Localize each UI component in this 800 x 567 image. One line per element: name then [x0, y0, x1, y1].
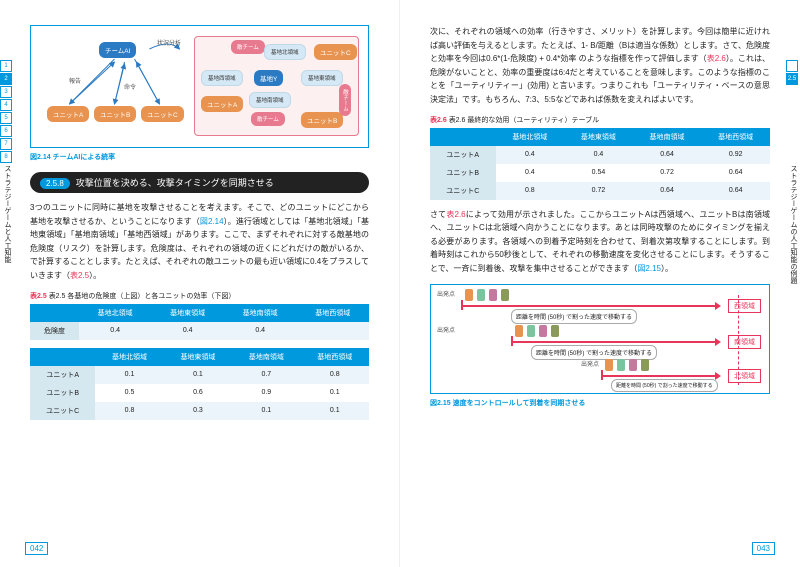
table-utility: 基地北領域基地東領域基地南領域基地西領域 ユニットA0.40.40.640.92…	[430, 128, 770, 200]
table-row: ユニットA0.10.10.70.8	[30, 366, 369, 384]
table-row: ユニットB0.40.540.720.64	[430, 164, 770, 182]
side-tabs-right: 2.5	[786, 60, 800, 86]
page-number-left: 042	[25, 542, 48, 555]
character-group-1	[463, 287, 513, 305]
side-title-right: ストラテジーゲームの人工知能の例題	[788, 165, 798, 284]
character-group-2	[513, 323, 563, 341]
fig-2-15-caption: 図2.15 速度をコントロールして到着を同期させる	[430, 398, 770, 408]
page-left: 1 2 3 4 5 6 7 8 ストラテジーゲームと人工知能 チームAI 状況分…	[0, 0, 400, 567]
node-team-ai: チームAI	[99, 42, 136, 58]
table-row: ユニットC0.80.30.10.1	[30, 402, 369, 420]
table-efficiency: 基地北領域基地東領域基地南領域基地西領域 ユニットA0.10.10.70.8 ユ…	[30, 348, 369, 420]
table-risk: 基地北領域基地東領域基地南領域基地西領域 危険度0.40.40.4	[30, 304, 369, 340]
body-para-r2: さて表2.6によって効用が示されました。ここからユニットAは西領域へ、ユニットB…	[430, 208, 770, 276]
table-row: ユニットC0.80.720.640.64	[430, 182, 770, 200]
table-2-5-caption: 表2.5 表2.5 各基地の危険度（上図）と各ユニットの効率（下図）	[30, 291, 369, 301]
figure-2-14: チームAI 状況分析 報告 命令 ユニットA ユニットB ユニットC 敵チーム …	[30, 25, 369, 148]
side-tabs-left: 1 2 3 4 5 6 7 8	[0, 60, 14, 164]
table-2-6-caption: 表2.6 表2.6 最終的な効用（ユーティリティ）テーブル	[430, 115, 770, 125]
table-row: 危険度0.40.40.4	[30, 322, 369, 340]
body-para-r1: 次に、それぞれの領域への効率（行きやすさ、メリット）を計算します。今回は簡単に近…	[430, 25, 770, 107]
page-number-right: 043	[752, 542, 775, 555]
node-unit-a: ユニットA	[47, 106, 89, 122]
table-row: ユニットB0.50.60.90.1	[30, 384, 369, 402]
page-right: 2.5 ストラテジーゲームの人工知能の例題 次に、それぞれの領域への効率（行きや…	[400, 0, 800, 567]
tab-2: 2	[0, 73, 12, 85]
fig-2-14-caption: 図2.14 チームAIによる統率	[30, 152, 369, 162]
table-row: ユニットA0.40.40.640.92	[430, 146, 770, 164]
character-group-3	[603, 357, 653, 375]
figure-2-15: 出発点 西領域 距離を時間 (50秒) で割った速度で移動する 出発点 南領域 …	[430, 284, 770, 394]
side-title-left: ストラテジーゲームと人工知能	[2, 165, 12, 263]
body-para-1: 3つのユニットに同時に基地を攻撃させることを考えます。そこで、どのユニットにどこ…	[30, 201, 369, 283]
section-header: 2.5.8攻撃位置を決める、攻撃タイミングを同期させる	[30, 172, 369, 193]
